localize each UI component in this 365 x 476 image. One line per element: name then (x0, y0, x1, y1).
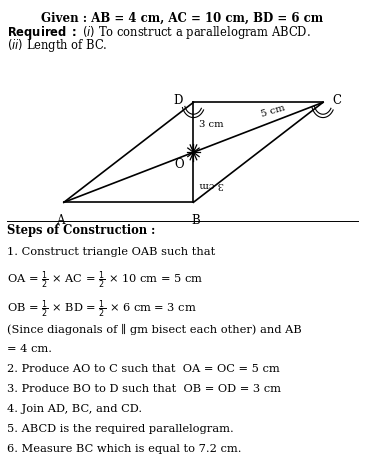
Text: Steps of Construction :: Steps of Construction : (7, 224, 156, 237)
Text: (Since diagonals of ∥ gm bisect each other) and AB: (Since diagonals of ∥ gm bisect each oth… (7, 324, 302, 335)
Text: 1. Construct triangle OAB such that: 1. Construct triangle OAB such that (7, 247, 216, 257)
Text: C: C (332, 94, 341, 108)
Text: 5. ABCD is the required parallelogram.: 5. ABCD is the required parallelogram. (7, 424, 234, 434)
Text: OB = $\frac{1}{2}$ × BD = $\frac{1}{2}$ × 6 cm = 3 cm: OB = $\frac{1}{2}$ × BD = $\frac{1}{2}$ … (7, 298, 197, 319)
Text: 3 cm: 3 cm (199, 180, 223, 188)
Text: B: B (191, 214, 200, 227)
Text: 2. Produce AO to C such that  OA = OC = 5 cm: 2. Produce AO to C such that OA = OC = 5… (7, 364, 280, 374)
Text: 5 cm: 5 cm (260, 103, 286, 119)
Text: D: D (173, 94, 182, 108)
Text: 3 cm: 3 cm (199, 120, 223, 129)
Text: O: O (175, 158, 184, 171)
Text: $(ii)$ Length of BC.: $(ii)$ Length of BC. (7, 37, 108, 54)
Text: Given : AB = 4 cm, AC = 10 cm, BD = 6 cm: Given : AB = 4 cm, AC = 10 cm, BD = 6 cm (42, 12, 323, 25)
Text: OA = $\frac{1}{2}$ × AC = $\frac{1}{2}$ × 10 cm = 5 cm: OA = $\frac{1}{2}$ × AC = $\frac{1}{2}$ … (7, 269, 204, 291)
Text: 6. Measure BC which is equal to 7.2 cm.: 6. Measure BC which is equal to 7.2 cm. (7, 444, 242, 454)
Text: 3. Produce BO to D such that  OB = OD = 3 cm: 3. Produce BO to D such that OB = OD = 3… (7, 384, 281, 394)
Text: $\bf{Required\ :}$ $(i)$ To construct a parallelogram ABCD.: $\bf{Required\ :}$ $(i)$ To construct a … (7, 24, 311, 41)
Text: 4. Join AD, BC, and CD.: 4. Join AD, BC, and CD. (7, 404, 142, 414)
Text: = 4 cm.: = 4 cm. (7, 344, 52, 354)
Text: A: A (56, 214, 65, 227)
